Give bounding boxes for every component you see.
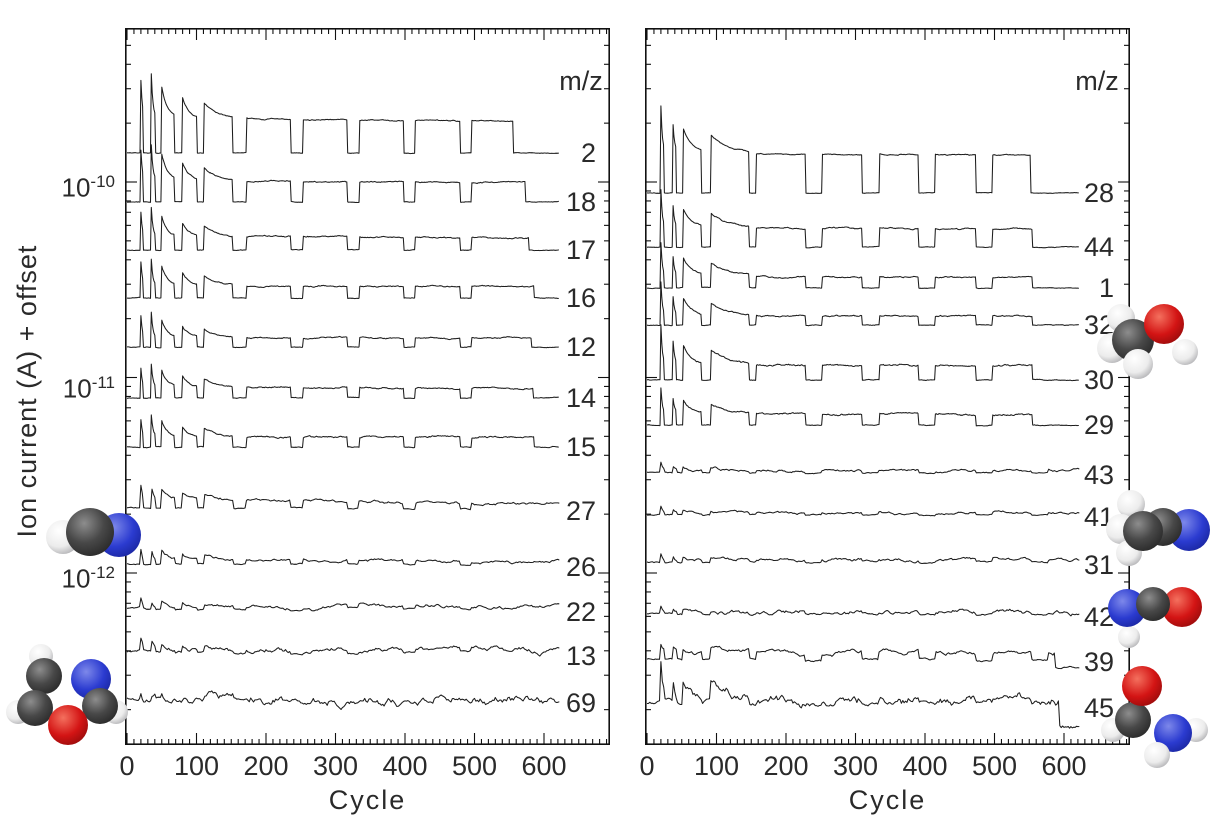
h-atom	[1172, 339, 1198, 365]
x-tick-label-left-100: 100	[173, 751, 220, 781]
molecule-methanol	[1097, 304, 1198, 379]
trace-mz-43	[646, 461, 1080, 475]
x-axis-title-right: Cycle	[848, 785, 927, 815]
trace-mz-13	[126, 637, 560, 657]
h-atom	[1144, 742, 1170, 768]
mz-label-44: 44	[1083, 232, 1114, 262]
trace-mz-31	[646, 553, 1080, 565]
y-tick-label-1e-12: 10-12	[61, 563, 116, 594]
trace-mz-12	[127, 311, 559, 349]
molecule-hydrogen-cyanide	[46, 508, 141, 557]
mz-label-14: 14	[565, 383, 596, 413]
o-atom	[1122, 666, 1162, 706]
right-panel-plot	[645, 28, 1130, 745]
n-atom	[1154, 714, 1192, 752]
mz-label-22: 22	[565, 597, 596, 627]
mz-label-43: 43	[1083, 460, 1114, 490]
trace-mz-15	[126, 414, 559, 449]
x-tick-label-right-500: 500	[971, 751, 1018, 781]
mz-label-27: 27	[565, 496, 596, 526]
trace-mz-2	[126, 73, 559, 155]
mz-label-17: 17	[565, 235, 596, 265]
x-tick-label-right-600: 600	[1041, 751, 1087, 781]
mz-label-69: 69	[565, 688, 596, 718]
axis-ticks	[126, 29, 609, 744]
c-atom	[1136, 587, 1170, 621]
o-atom	[1144, 304, 1184, 344]
trace-mz-27	[126, 484, 560, 511]
mz-header-right: m/z	[1075, 66, 1119, 96]
molecule-oxazole	[6, 644, 128, 745]
x-tick-label-left-200: 200	[243, 751, 289, 781]
trace-mz-22	[126, 597, 560, 612]
trace-mz-69	[126, 690, 560, 711]
trace-mz-28	[646, 105, 1079, 194]
trace-mz-18	[126, 144, 559, 204]
h-atom	[1123, 349, 1153, 379]
trace-mz-39	[646, 643, 1080, 670]
panel-border	[645, 28, 1130, 745]
trace-mz-45	[647, 661, 1080, 729]
trace-mz-42	[646, 605, 1080, 617]
c-atom	[82, 688, 118, 724]
x-tick-label-right-200: 200	[763, 751, 809, 781]
c-atom	[26, 658, 62, 694]
molecule-formamide	[1101, 666, 1208, 768]
x-tick-label-left-400: 400	[382, 751, 428, 781]
mz-label-26: 26	[565, 552, 596, 582]
trace-mz-29	[646, 387, 1079, 427]
molecule-isocyanic-acid	[1108, 587, 1202, 648]
trace-mz-1	[646, 242, 1079, 290]
axis-ticks	[646, 29, 1129, 744]
trace-mz-44	[647, 189, 1079, 249]
n-atom	[1108, 589, 1146, 627]
x-tick-label-left-0: 0	[119, 751, 135, 781]
mz-label-18: 18	[565, 187, 596, 217]
trace-mz-16	[126, 258, 559, 300]
mz-label-12: 12	[565, 332, 596, 362]
trace-mz-30	[646, 324, 1079, 382]
mz-label-31: 31	[1083, 550, 1114, 580]
trace-mz-41	[647, 505, 1080, 517]
c-atom	[17, 690, 53, 726]
c-atom	[1123, 511, 1163, 551]
mz-label-30: 30	[1083, 365, 1114, 395]
h-atom	[1118, 626, 1140, 648]
x-tick-label-left-500: 500	[451, 751, 498, 781]
mz-label-45: 45	[1083, 693, 1114, 723]
mz-label-28: 28	[1083, 178, 1114, 208]
mz-header-left: m/z	[559, 66, 603, 96]
x-tick-label-right-400: 400	[902, 751, 948, 781]
mz-label-13: 13	[565, 641, 596, 671]
molecule-acetonitrile	[1106, 490, 1210, 566]
mz-label-16: 16	[565, 283, 596, 313]
mz-label-1: 1	[1098, 273, 1114, 303]
trace-mz-17	[127, 206, 559, 252]
trace-mz-32	[646, 281, 1079, 327]
x-tick-label-right-0: 0	[639, 751, 655, 781]
o-atom	[48, 705, 88, 745]
y-tick-label-1e-10: 10-10	[61, 172, 116, 203]
mz-label-29: 29	[1083, 410, 1114, 440]
x-tick-label-left-300: 300	[312, 751, 359, 781]
x-tick-label-right-300: 300	[832, 751, 879, 781]
o-atom	[1162, 587, 1202, 627]
trace-mz-26	[126, 548, 560, 566]
h-atom	[1117, 490, 1145, 518]
c-atom	[66, 508, 114, 556]
x-tick-label-right-100: 100	[693, 751, 740, 781]
trace-mz-14	[126, 363, 559, 400]
panel-border	[125, 28, 610, 745]
y-tick-label-1e-11: 10-11	[62, 373, 115, 404]
c-atom	[1115, 702, 1151, 738]
mz-label-39: 39	[1083, 647, 1114, 677]
x-tick-label-left-600: 600	[521, 751, 567, 781]
mz-label-2: 2	[580, 138, 596, 168]
mz-label-15: 15	[565, 432, 596, 462]
left-panel-plot	[125, 28, 610, 745]
x-axis-title-left: Cycle	[328, 785, 407, 815]
